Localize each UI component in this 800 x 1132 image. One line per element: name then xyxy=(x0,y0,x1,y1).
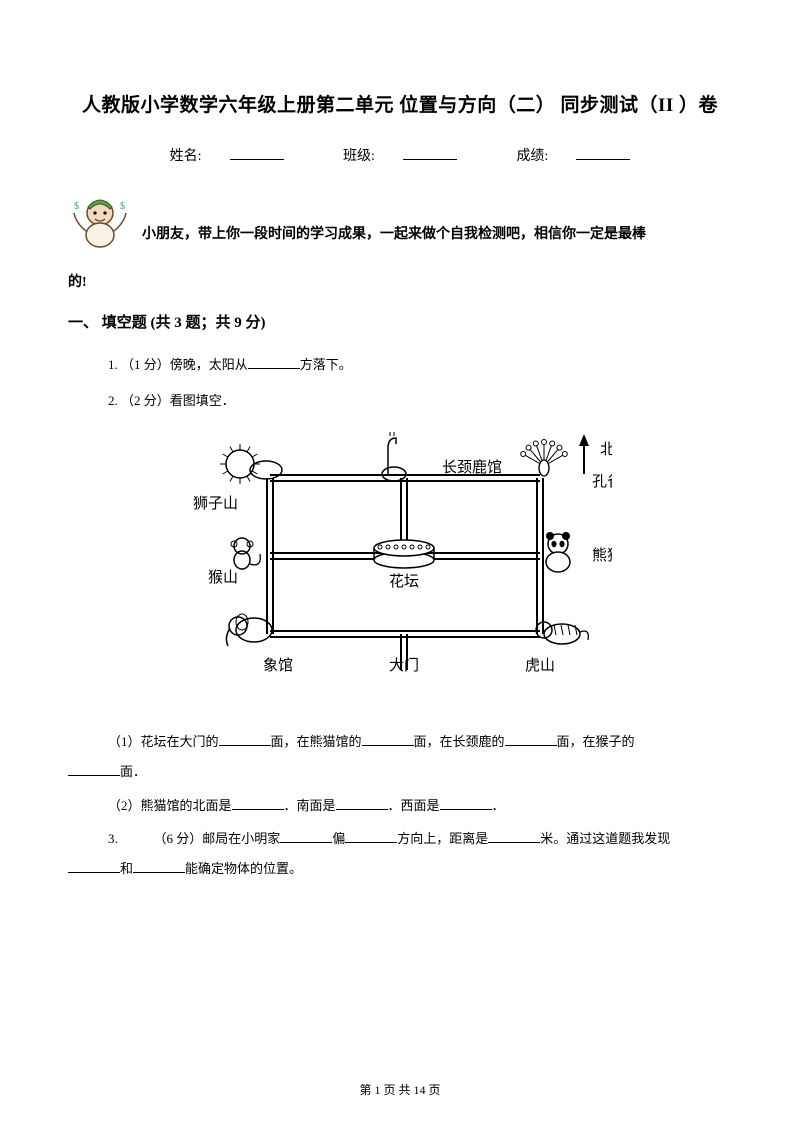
q2-1-t5: 面． xyxy=(120,764,146,779)
q3-b1[interactable] xyxy=(280,829,332,843)
name-label: 姓名: xyxy=(170,149,202,164)
q2-1-t3: 面，在长颈鹿的 xyxy=(414,734,505,749)
q2-2-t2: ．南面是 xyxy=(284,798,336,813)
q2-2-b1[interactable] xyxy=(232,796,284,810)
question-2-1-cont: 面． xyxy=(68,757,732,787)
q2-1-b3[interactable] xyxy=(505,732,557,746)
svg-text:象馆: 象馆 xyxy=(263,657,293,674)
q2-1-b2[interactable] xyxy=(362,732,414,746)
svg-text:虎山: 虎山 xyxy=(525,657,555,674)
question-3-cont: 和 能确定物体的位置。 xyxy=(68,854,732,884)
svg-text:大门: 大门 xyxy=(389,657,419,674)
score-blank[interactable] xyxy=(576,145,630,160)
q2-2-b3[interactable] xyxy=(440,796,492,810)
page-footer: 第 1 页 共 14 页 xyxy=(0,1081,800,1098)
info-row: 姓名: 班级: 成绩: xyxy=(68,145,732,165)
question-3: 3. （6 分）邮局在小明家 偏 方向上，距离是 米。通过这道题我发现 xyxy=(108,824,732,854)
svg-text:狮子山: 狮子山 xyxy=(193,495,238,512)
svg-text:猴山: 猴山 xyxy=(208,569,238,586)
q2-1-t4: 面，在猴子的 xyxy=(557,734,635,749)
q2-1-t1: （1）花坛在大门的 xyxy=(108,734,219,749)
q2-1-t2: 面，在熊猫馆的 xyxy=(271,734,362,749)
q2-1-b1[interactable] xyxy=(219,732,271,746)
class-label: 班级: xyxy=(343,149,375,164)
q2-2-b2[interactable] xyxy=(336,796,388,810)
svg-text:北: 北 xyxy=(600,441,612,458)
question-2-1: （1）花坛在大门的 面，在熊猫馆的 面，在长颈鹿的 面，在猴子的 xyxy=(108,727,732,757)
q3-t4: 米。通过这道题我发现 xyxy=(540,831,670,846)
q1-blank[interactable] xyxy=(248,355,300,369)
q3-t6: 能确定物体的位置。 xyxy=(185,861,302,876)
class-blank[interactable] xyxy=(403,145,457,160)
q3-t5: 和 xyxy=(120,861,133,876)
question-2-head: 2. （2 分）看图填空． xyxy=(108,386,732,416)
q2-2-t4: ． xyxy=(492,798,505,813)
q2-2-t3: ．西面是 xyxy=(388,798,440,813)
mascot-icon: $ $ xyxy=(70,193,130,253)
intro-line1: 小朋友，带上你一段时间的学习成果，一起来做个自我检测吧，相信你一定是最棒 xyxy=(142,222,646,253)
svg-text:$: $ xyxy=(74,201,79,212)
q3-b3[interactable] xyxy=(488,829,540,843)
q1-suffix: 方落下。 xyxy=(300,357,352,372)
q3-b2[interactable] xyxy=(345,829,397,843)
q3-b5[interactable] xyxy=(133,859,185,873)
q3-t1: 3. （6 分）邮局在小明家 xyxy=(108,831,280,846)
q3-t3: 方向上，距离是 xyxy=(397,831,488,846)
svg-text:熊猫馆: 熊猫馆 xyxy=(592,547,612,564)
svg-text:孔雀园: 孔雀园 xyxy=(592,473,612,490)
q2-2-t1: （2）熊猫馆的北面是 xyxy=(108,798,232,813)
q2-1-b4[interactable] xyxy=(68,762,120,776)
q3-t2: 偏 xyxy=(332,831,345,846)
svg-text:花坛: 花坛 xyxy=(389,573,419,590)
question-2-2: （2）熊猫馆的北面是 ．南面是 ．西面是 ． xyxy=(108,791,732,821)
page-title: 人教版小学数学六年级上册第二单元 位置与方向（二） 同步测试（II ）卷 xyxy=(68,90,732,117)
name-blank[interactable] xyxy=(230,145,284,160)
question-1: 1. （1 分）傍晚，太阳从 方落下。 xyxy=(108,350,732,380)
q3-b4[interactable] xyxy=(68,859,120,873)
q1-prefix: 1. （1 分）傍晚，太阳从 xyxy=(108,357,248,372)
svg-text:长颈鹿馆: 长颈鹿馆 xyxy=(442,459,502,476)
svg-text:$: $ xyxy=(120,201,125,212)
section-1-heading: 一、 填空题 (共 3 题；共 9 分) xyxy=(68,311,732,332)
score-label: 成绩: xyxy=(516,149,548,164)
zoo-diagram: 北狮子山 长颈鹿馆孔雀园猴山 花坛 熊猫馆象馆 大门 虎山 xyxy=(188,426,612,713)
intro-line2: 的! xyxy=(68,271,732,291)
